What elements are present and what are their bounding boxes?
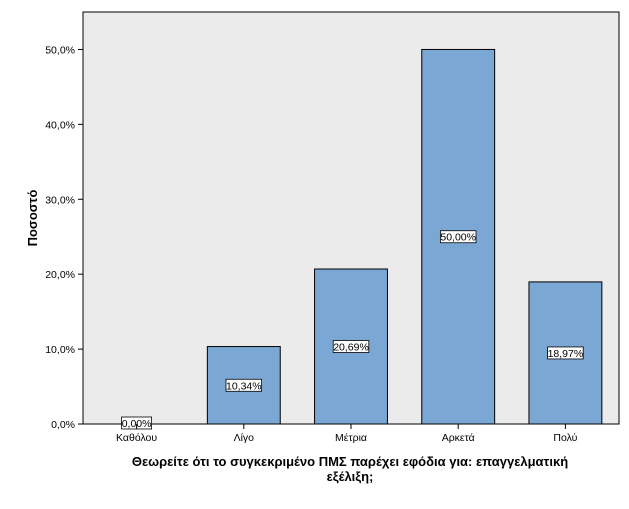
x-tick-label: Λίγο (234, 432, 255, 444)
y-tick-label: 40,0% (45, 119, 75, 131)
data-label: 50,00% (440, 232, 476, 244)
y-tick-label: 30,0% (45, 194, 75, 206)
data-label: 18,97% (548, 348, 584, 360)
x-axis-label-line-2: εξέλιξη; (327, 469, 374, 484)
x-tick-label: Πολύ (553, 432, 577, 444)
x-tick-label: Μέτρια (335, 432, 367, 444)
y-axis-label: Ποσοστό (25, 190, 40, 247)
x-axis-label-line-1: Θεωρείτε ότι το συγκεκριμένο ΠΜΣ παρέχει… (132, 454, 568, 469)
y-tick-label: 0,0% (51, 419, 75, 431)
data-label-box (547, 346, 584, 360)
data-label-box (332, 340, 370, 353)
data-label-box (439, 230, 477, 244)
y-tick-label: 50,0% (45, 44, 75, 56)
x-tick-label: Καθόλου (116, 432, 157, 444)
data-label: 10,34% (226, 380, 262, 392)
x-axis: Καθόλου Λίγο Μέτρια Αρκετά Πολύ (116, 424, 578, 444)
x-tick-label: Αρκετά (442, 432, 475, 444)
y-tick-label: 10,0% (45, 344, 75, 356)
y-axis: 0,0% 10,0% 20,0% 30,0% 40,0% 50,0% (45, 44, 83, 431)
data-labels: 0,00%10,34%20,69%50,00%18,97% (121, 230, 584, 430)
data-label: 20,69% (333, 342, 369, 354)
y-tick-label: 20,0% (45, 269, 75, 281)
data-label-box (225, 378, 262, 392)
